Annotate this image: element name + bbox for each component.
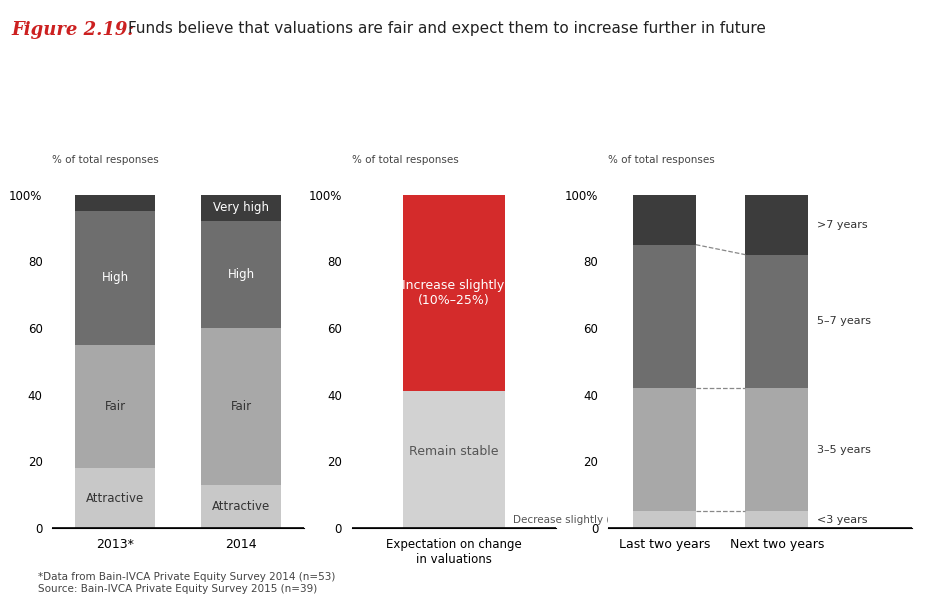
Text: Fair: Fair	[231, 400, 252, 413]
Text: % of total responses: % of total responses	[608, 155, 714, 165]
Bar	[75, 468, 156, 528]
Bar	[633, 511, 695, 528]
Text: High: High	[102, 271, 129, 284]
Bar	[200, 328, 281, 485]
Bar	[746, 254, 808, 388]
Text: What is your appraisal of current
valuations of potential targets in India?: What is your appraisal of current valuat…	[54, 87, 302, 111]
Bar	[403, 194, 504, 391]
Text: Attractive: Attractive	[212, 500, 270, 513]
Bar	[633, 194, 695, 245]
Bar	[403, 391, 504, 511]
Text: >7 years: >7 years	[817, 220, 868, 230]
Bar	[75, 344, 156, 468]
Text: Very high: Very high	[213, 202, 269, 214]
Text: 5–7 years: 5–7 years	[817, 316, 871, 326]
Text: % of total responses: % of total responses	[352, 155, 458, 165]
Bar	[746, 511, 808, 528]
Bar	[200, 194, 281, 221]
Text: What has been the average investment horizon of
deals you have made during the l: What has been the average investment hor…	[603, 73, 917, 125]
Bar	[633, 388, 695, 511]
Bar	[75, 211, 156, 344]
Bar	[746, 388, 808, 511]
Bar	[200, 221, 281, 328]
Bar	[633, 245, 695, 388]
Text: Funds believe that valuations are fair and expect them to increase further in fu: Funds believe that valuations are fair a…	[128, 21, 766, 36]
Text: Increase slightly
(10%–25%): Increase slightly (10%–25%)	[403, 279, 504, 307]
Bar	[200, 485, 281, 528]
Text: Attractive: Attractive	[86, 491, 144, 505]
Bar	[75, 194, 156, 211]
Text: 3–5 years: 3–5 years	[817, 445, 871, 455]
Text: *Data from Bain-IVCA Private Equity Survey 2014 (n=53)
Source: Bain-IVCA Private: *Data from Bain-IVCA Private Equity Surv…	[38, 572, 335, 594]
Text: How do you expect valuations to change?: How do you expect valuations to change?	[324, 94, 583, 104]
Text: % of total responses: % of total responses	[52, 155, 159, 165]
Text: <3 years: <3 years	[817, 515, 868, 524]
Text: Fair: Fair	[104, 400, 125, 413]
Text: Decrease slightly (10%–25%): Decrease slightly (10%–25%)	[513, 515, 666, 524]
Bar	[746, 194, 808, 254]
Bar	[403, 511, 504, 528]
Text: Remain stable: Remain stable	[408, 445, 499, 458]
Text: High: High	[227, 268, 255, 281]
Text: Figure 2.19:: Figure 2.19:	[11, 21, 134, 39]
